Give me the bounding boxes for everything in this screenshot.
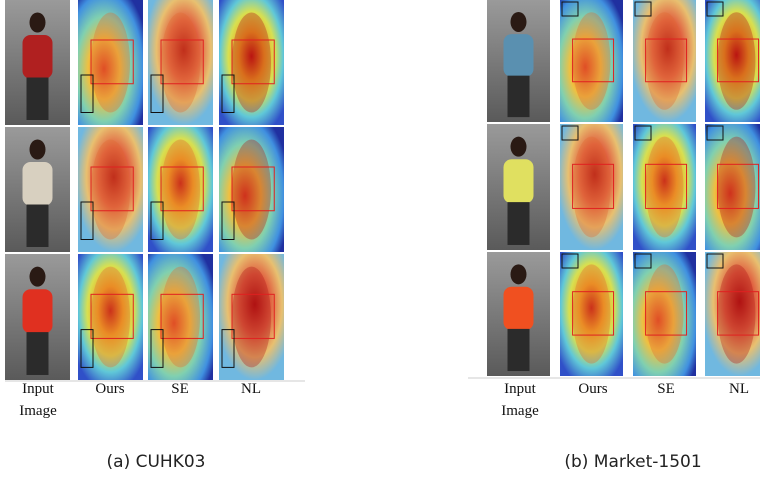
- column-label: NL: [219, 378, 283, 400]
- column-label: SE: [148, 378, 212, 400]
- heatmap-body: [91, 13, 130, 113]
- figure: Input Image Ours SE NL (a) CUHK03 Input …: [0, 0, 760, 479]
- column-label: Ours: [561, 378, 625, 400]
- person-body: [23, 35, 53, 79]
- person-head: [30, 140, 46, 160]
- person-head: [511, 12, 527, 32]
- person-body: [504, 159, 534, 203]
- person-head: [30, 267, 46, 287]
- column-label: NL: [707, 378, 760, 400]
- heatmap-body: [232, 13, 271, 113]
- person-legs: [508, 329, 530, 371]
- caption: (a) CUHK03: [36, 452, 276, 472]
- heatmap-body: [718, 264, 756, 363]
- person-legs: [508, 202, 530, 245]
- person-legs: [27, 205, 49, 248]
- heatmap-body: [91, 267, 130, 368]
- person-body: [23, 289, 53, 333]
- heatmap-body: [646, 137, 684, 238]
- heatmap-body: [161, 267, 200, 368]
- heatmap-body: [161, 13, 200, 113]
- heatmap-body: [573, 12, 611, 110]
- column-label: SE: [634, 378, 698, 400]
- column-label: Ours: [78, 378, 142, 400]
- person-body: [504, 287, 534, 330]
- person-head: [511, 137, 527, 157]
- caption: (b) Market-1501: [513, 452, 753, 472]
- figure-images: [0, 0, 760, 479]
- person-head: [30, 13, 46, 33]
- person-body: [23, 162, 53, 206]
- person-body: [504, 34, 534, 77]
- heatmap-body: [161, 140, 200, 240]
- heatmap-body: [718, 12, 756, 110]
- heatmap-body: [232, 140, 271, 240]
- heatmap-body: [573, 264, 611, 363]
- person-head: [511, 264, 527, 284]
- heatmap-body: [573, 137, 611, 238]
- person-legs: [27, 332, 49, 375]
- heatmap-body: [91, 140, 130, 240]
- heatmap-body: [646, 12, 684, 110]
- column-label: Input Image: [488, 378, 552, 422]
- heatmap-body: [718, 137, 756, 238]
- person-legs: [27, 78, 49, 121]
- column-label: Input Image: [6, 378, 70, 422]
- person-legs: [508, 76, 530, 117]
- heatmap-body: [232, 267, 271, 368]
- heatmap-body: [646, 264, 684, 363]
